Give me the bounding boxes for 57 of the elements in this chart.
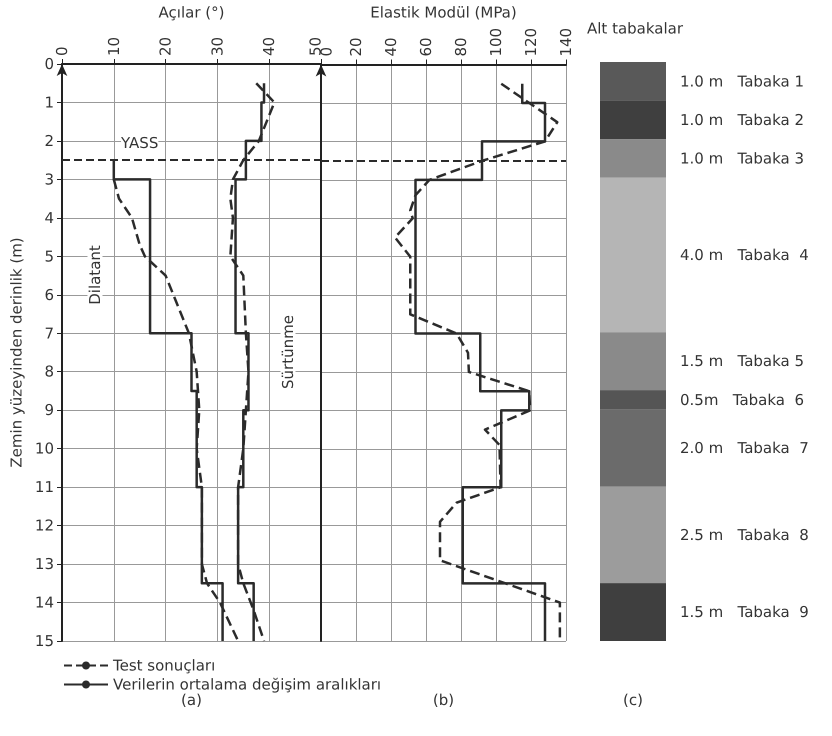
y-tick-label: 12 <box>34 516 54 535</box>
text: 1.5 m Tabaka 5 <box>680 352 804 370</box>
x-tick-label: 140 <box>557 28 575 57</box>
text: 1.0 m Tabaka 1 <box>680 72 804 90</box>
bar <box>600 486 666 584</box>
x-tick-label: 40 <box>260 36 278 56</box>
x-axis-title: Elastik Modül (MPa) <box>370 4 517 22</box>
legend-label: Verilerin ortalama değişim aralıkları <box>113 676 382 694</box>
text: (a) <box>181 691 202 709</box>
y-tick-label: 7 <box>44 324 54 342</box>
y-tick-label: 2 <box>44 132 54 150</box>
bar <box>600 583 666 641</box>
legend-label: Test sonuçları <box>112 656 216 674</box>
text: 2.0 m Tabaka 7 <box>680 439 809 457</box>
x-tick-label: 10 <box>104 36 123 56</box>
x-axis-title: Açılar (°) <box>158 4 224 22</box>
bar <box>600 390 666 410</box>
bar <box>600 62 666 101</box>
text: 2.5 m Tabaka 8 <box>680 526 809 544</box>
y-tick-label: 10 <box>34 440 54 458</box>
annotation: Sürtünme <box>279 315 297 389</box>
y-tick-label: 5 <box>44 247 54 266</box>
y-tick-label: 4 <box>44 208 54 227</box>
y-tick-label: 1 <box>44 93 54 112</box>
bar <box>600 332 666 390</box>
text: (c) <box>623 691 643 709</box>
y-tick-label: 8 <box>44 362 54 381</box>
x-tick-label: 30 <box>208 36 226 56</box>
y-tick-label: 14 <box>34 594 54 612</box>
x-tick-label: 80 <box>452 37 470 57</box>
text: 4.0 m Tabaka 4 <box>680 246 809 264</box>
bar <box>600 100 666 140</box>
chart-title: Alt tabakalar <box>587 20 684 38</box>
annotation: YASS <box>120 134 158 152</box>
x-tick-label: 120 <box>522 28 540 57</box>
x-tick-label: 0 <box>53 46 71 56</box>
x-tick-label: 20 <box>156 36 175 56</box>
y-tick-label: 11 <box>34 478 54 496</box>
x-tick-label: 60 <box>417 37 435 57</box>
bar <box>600 139 666 178</box>
bar <box>600 409 666 487</box>
text: 1.0 m Tabaka 3 <box>680 150 804 168</box>
text: 0.5m Tabaka 6 <box>680 390 804 409</box>
y-axis-title: Zemin yüzeyinden derinlik (m) <box>8 237 26 468</box>
bar <box>600 178 666 332</box>
text: 1.0 m Tabaka 2 <box>680 110 804 129</box>
y-tick-label: 6 <box>44 286 54 304</box>
y-tick-label: 15 <box>34 632 54 650</box>
text: 1.5 m Tabaka 9 <box>680 603 809 622</box>
text: (b) <box>432 691 454 709</box>
x-tick-label: 100 <box>487 28 505 57</box>
y-tick-label: 13 <box>34 555 54 574</box>
y-tick-label: 3 <box>44 170 54 188</box>
x-tick-label: 40 <box>382 37 400 57</box>
x-tick-label: 20 <box>347 37 365 57</box>
y-tick-label: 9 <box>44 401 54 420</box>
annotation: Dilatant <box>86 245 104 305</box>
